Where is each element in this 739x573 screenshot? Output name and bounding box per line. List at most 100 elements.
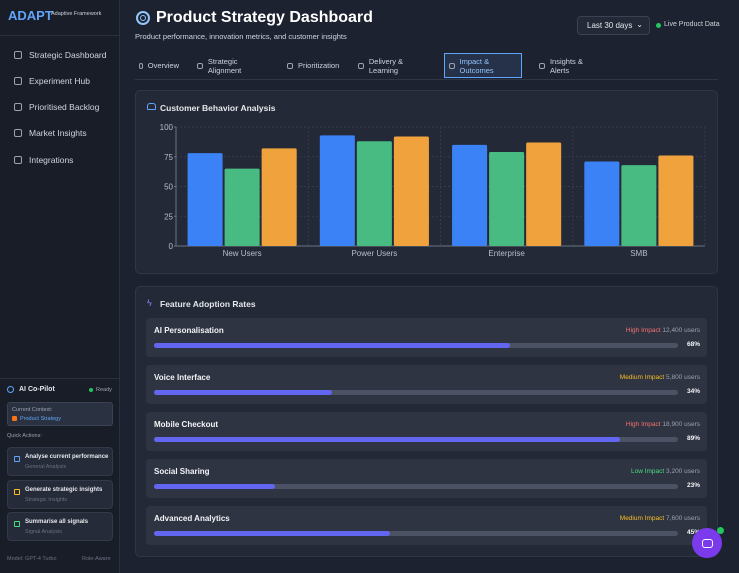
value-label: 23% [686,482,700,489]
impact: High Impact [625,421,661,428]
feature-name: Social Sharing [154,467,210,476]
tab-label: Insights & Alerts [549,56,583,75]
y-tick-label: 100 [160,123,174,132]
progress-bar [154,343,511,348]
bar [187,153,223,246]
page-title: Product Strategy Dashboard [156,9,373,26]
period-select[interactable]: Last 30 days ⌄ [577,16,650,35]
action-title: Generate strategic insights [25,486,103,493]
tab-label: Overview [147,61,179,70]
users: 7,600 users [666,515,700,522]
brand: ADAPT [8,8,53,23]
action-subtitle: General Analysis [25,464,67,470]
progress-track [154,437,678,442]
feature-name: Voice Interface [154,373,211,382]
bar [224,168,260,246]
progress-bar [154,437,621,442]
bar [393,136,429,246]
tab-label: Strategic Alignment [207,56,242,75]
action-subtitle: Strategic Insights [25,496,68,503]
bar [489,151,525,246]
progress-track [154,343,678,348]
period: Last 30 days [587,21,633,30]
nav-item[interactable]: Integrations [14,153,73,166]
tab[interactable]: Insights & Alerts [535,53,607,78]
nav-label: Integrations [29,154,74,165]
y-tick-label: 50 [164,183,173,192]
y-tick-label: 25 [164,212,173,221]
progress-track [154,484,678,489]
nav-item[interactable]: Strategic Dashboard [14,48,107,61]
bar [319,135,355,246]
icon [14,521,20,527]
y-tick-label: 0 [169,242,174,251]
x-tick-label: Power Users [351,249,397,258]
page-subtitle: Product performance, innovation metrics,… [135,32,347,41]
progress-track [154,390,678,395]
progress-bar [154,531,390,536]
feature-meta: Low Impact 3,200 users [631,468,700,475]
brand-subtitle: Adaptive Framework [51,11,102,17]
bar [621,165,657,246]
impact: Low Impact [630,468,665,475]
bar [584,161,620,246]
feature-row: Social Sharing Low Impact 3,200 users 23% [146,459,707,498]
icon [14,488,20,495]
x-tick-label: Enterprise [488,249,525,258]
bar [452,144,488,246]
quick-action[interactable]: Summarise all signals Signal Analysis [7,512,113,541]
tab-label: Prioritization [298,61,340,70]
nav-item[interactable]: Experiment Hub [14,74,90,87]
users: 12,400 users [662,327,700,334]
bar [356,141,392,246]
feature-name: Mobile Checkout [154,420,219,429]
tab-label: Delivery & Learning [368,56,404,75]
tab[interactable]: Prioritization [283,53,347,78]
model: Model: GPT-4 Turbo [7,556,57,562]
nav-label: Market Insights [29,128,87,139]
feature-row: AI Personalisation High Impact 12,400 use… [146,318,707,357]
feature-meta: High Impact 12,400 users [626,327,700,334]
nav-label: Experiment Hub [29,75,90,86]
nav-item[interactable]: Market Insights [14,127,87,140]
bar-chart: 0 25 50 75 100 New Users Power Users Enterprise… [160,123,706,258]
assistant-button[interactable] [692,528,722,558]
feature-row: Advanced Analytics Medium Impact 7,600 us… [146,506,707,545]
x-tick-label: SMB [630,249,647,258]
value-label: 89% [686,435,700,442]
quick-action[interactable]: Analyse current performance General Analy… [7,447,113,476]
users: 5,800 users [666,374,700,381]
users: 3,200 users [666,468,700,475]
feature-meta: High Impact 18,900 users [626,421,700,428]
context-box: Current Context: Product Strategy [7,402,113,426]
value-label: 45% [686,529,700,536]
feature-meta: Medium Impact 5,800 users [620,374,700,381]
feature-row: Mobile Checkout High Impact 18,900 users 8… [146,412,707,451]
feature-row: Voice Interface Medium Impact 5,800 users… [146,365,707,404]
tab-label: Impact & Outcomes [459,56,494,75]
feature-name: Advanced Analytics [154,514,230,523]
nav-item[interactable]: Prioritised Backlog [14,101,99,114]
bar [261,148,297,246]
chart-title: Customer Behavior Analysis [160,103,276,113]
tab[interactable]: Strategic Alignment [193,53,275,78]
copilot-title: AI Co-Pilot [19,386,55,393]
tab[interactable]: Overview [135,53,183,78]
quick-action[interactable]: Generate strategic insights Strategic Ins… [7,479,113,509]
value-label: 34% [686,388,700,395]
feature-name: AI Personalisation [154,326,224,335]
bar [526,142,562,246]
tab[interactable]: Impact & Outcomes [444,53,522,78]
live-label: Live Product Data [664,21,720,28]
users: 18,900 users [662,421,700,428]
context-value: Product Strategy [20,416,61,422]
progress-bar [154,484,275,489]
context-label: Current Context: [12,407,53,413]
feature-meta: Medium Impact 7,600 users [620,515,700,522]
copilot-status: Ready [96,387,112,393]
role: Role-Aware [82,556,111,562]
sidebar: ADAPT Adaptive Framework AI Co-Pilot Rea… [0,0,120,573]
quick-actions-label: Quick Actions: [7,433,42,439]
tab[interactable]: Delivery & Learning [354,53,436,78]
